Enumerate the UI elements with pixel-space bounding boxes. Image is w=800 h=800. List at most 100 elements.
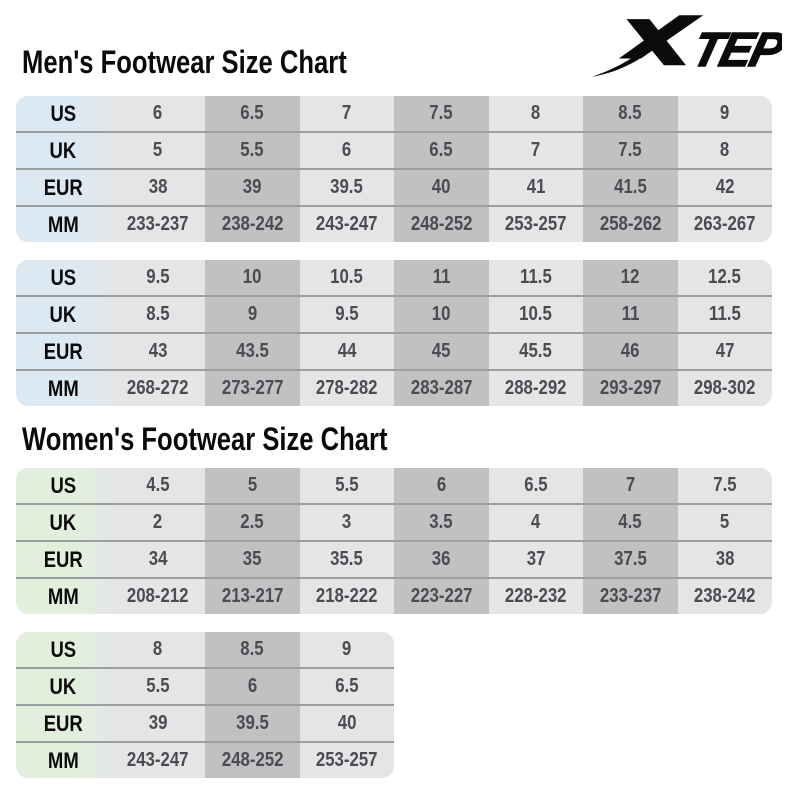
size-cell: 248-252 [394,207,489,242]
size-row-mm: MM 208-212 213-217 218-222 223-227 228-232 233… [16,577,772,614]
size-cell: 45.5 [488,334,583,369]
size-cell: 40 [299,706,394,741]
xtep-x-icon [591,15,704,77]
size-cell: 273-277 [205,371,300,406]
size-cell: 10.5 [299,260,394,295]
mens-size-table-1: US 6 6.5 7 7.5 8 8.5 9 UK 5 5.5 6 6.5 7 7.5 8 EUR 38 39 39.… [16,96,772,242]
size-cell: 10 [394,297,489,332]
size-row-mm: MM 268-272 273-277 278-282 283-287 288-292 293… [16,369,772,406]
size-cell: 238-242 [205,207,300,242]
size-cell: 223-227 [394,579,489,614]
size-cell: 283-287 [394,371,489,406]
size-cell: 47 [677,334,772,369]
size-cell: 5.5 [205,133,300,168]
size-cell: 41 [488,170,583,205]
size-cell: 11.5 [488,260,583,295]
size-row-uk: UK 5.5 6 6.5 [16,667,394,704]
size-row-us: US 9.5 10 10.5 11 11.5 12 12.5 [16,260,772,295]
size-cell: 2 [110,505,205,540]
size-cell: 39.5 [205,706,300,741]
size-cell: 37.5 [583,542,678,577]
size-row-eur: EUR 39 39.5 40 [16,704,394,741]
row-label-eur: EUR [16,170,111,205]
size-cell: 228-232 [488,579,583,614]
size-cell: 3.5 [394,505,489,540]
size-cell: 293-297 [583,371,678,406]
size-cell: 6 [299,133,394,168]
size-cell: 9 [299,632,394,667]
size-row-eur: EUR 43 43.5 44 45 45.5 46 47 [16,332,772,369]
size-cell: 4 [488,505,583,540]
size-cell: 6 [205,669,300,704]
size-cell: 5 [205,468,300,503]
size-cell: 10.5 [488,297,583,332]
size-cell: 5.5 [299,468,394,503]
size-row-uk: UK 2 2.5 3 3.5 4 4.5 5 [16,503,772,540]
size-cell: 11.5 [677,297,772,332]
size-cell: 3 [299,505,394,540]
size-cell: 43 [110,334,205,369]
size-cell: 268-272 [110,371,205,406]
mens-section-title: Men's Footwear Size Chart [22,44,347,80]
size-cell: 5.5 [110,669,205,704]
row-label-us: US [16,468,111,503]
row-label-us: US [16,260,111,295]
size-cell: 42 [677,170,772,205]
size-cell: 288-292 [488,371,583,406]
row-label-uk: UK [16,297,111,332]
size-cell: 6 [394,468,489,503]
size-row-mm: MM 243-247 248-252 253-257 [16,741,394,778]
xtep-tep-text: TEP [687,24,782,77]
size-cell: 238-242 [677,579,772,614]
size-row-us: US 6 6.5 7 7.5 8 8.5 9 [16,96,772,131]
size-cell: 243-247 [110,743,205,778]
size-cell: 38 [110,170,205,205]
size-cell: 5 [110,133,205,168]
size-cell: 8.5 [583,96,678,131]
size-cell: 298-302 [677,371,772,406]
size-cell: 46 [583,334,678,369]
size-cell: 39 [205,170,300,205]
row-label-eur: EUR [16,706,111,741]
size-cell: 41.5 [583,170,678,205]
size-cell: 10 [205,260,300,295]
size-cell: 12.5 [677,260,772,295]
row-label-mm: MM [16,743,111,778]
size-cell: 37 [488,542,583,577]
size-cell: 218-222 [299,579,394,614]
size-cell: 44 [299,334,394,369]
size-cell: 38 [677,542,772,577]
row-label-us: US [16,632,111,667]
row-label-eur: EUR [16,334,111,369]
size-cell: 243-247 [299,207,394,242]
size-cell: 278-282 [299,371,394,406]
size-cell: 248-252 [205,743,300,778]
size-cell: 4.5 [110,468,205,503]
size-cell: 9.5 [110,260,205,295]
size-cell: 35 [205,542,300,577]
size-cell: 45 [394,334,489,369]
row-label-mm: MM [16,371,111,406]
size-cell: 9.5 [299,297,394,332]
size-cell: 6.5 [488,468,583,503]
row-label-uk: UK [16,133,111,168]
womens-section-title: Women's Footwear Size Chart [22,421,388,457]
size-cell: 253-257 [488,207,583,242]
size-cell: 7.5 [583,133,678,168]
size-cell: 34 [110,542,205,577]
size-cell: 11 [583,297,678,332]
size-cell: 6 [110,96,205,131]
size-row-uk: UK 8.5 9 9.5 10 10.5 11 11.5 [16,295,772,332]
size-cell: 8 [488,96,583,131]
size-cell: 7 [488,133,583,168]
row-label-mm: MM [16,579,111,614]
xtep-brand-logo: TEP [591,15,782,78]
size-cell: 213-217 [205,579,300,614]
size-row-us: US 4.5 5 5.5 6 6.5 7 7.5 [16,468,772,503]
size-cell: 208-212 [110,579,205,614]
size-cell: 7.5 [394,96,489,131]
size-cell: 6.5 [299,669,394,704]
size-cell: 9 [205,297,300,332]
size-cell: 40 [394,170,489,205]
size-cell: 8 [677,133,772,168]
